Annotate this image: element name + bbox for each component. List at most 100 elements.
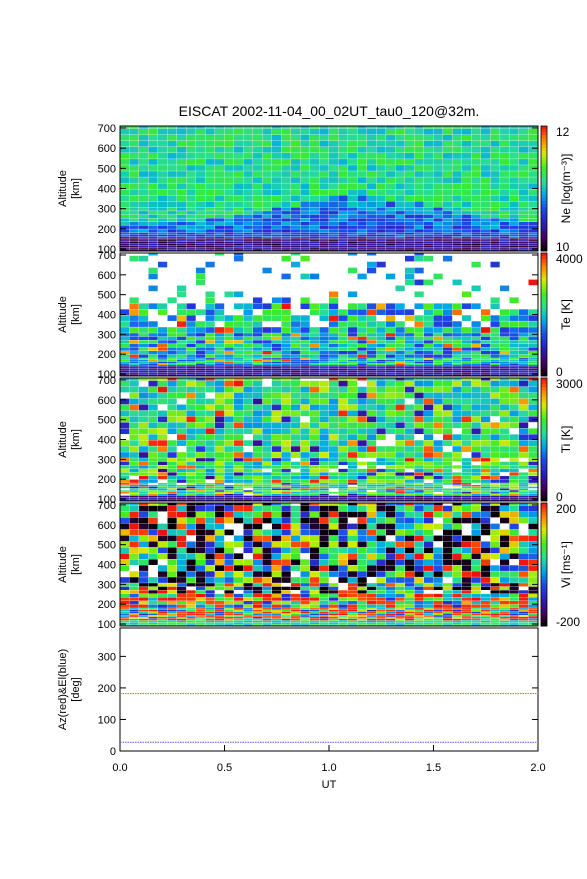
heatmap-cell: [509, 358, 519, 360]
heatmap-cell: [158, 617, 168, 619]
heatmap-cell: [224, 495, 234, 498]
heatmap-cell: [186, 499, 196, 501]
heatmap-cell: [310, 488, 320, 490]
heatmap-cell: [414, 247, 424, 249]
heatmap-cell: [367, 236, 377, 238]
heatmap-cell: [319, 398, 329, 405]
heatmap-cell: [281, 597, 291, 601]
heatmap-cell: [357, 461, 367, 465]
colorbar-swatch: [541, 138, 547, 143]
heatmap-cell: [386, 214, 396, 219]
heatmap-cell: [215, 368, 225, 371]
heatmap-cell: [129, 218, 139, 222]
heatmap-cell: [405, 559, 415, 565]
heatmap-cell: [120, 492, 130, 494]
heatmap-cell: [310, 404, 320, 411]
heatmap-cell: [120, 365, 130, 367]
heatmap-cell: [196, 404, 206, 411]
heatmap-cell: [234, 177, 244, 183]
heatmap-cell: [414, 372, 424, 374]
heatmap-cell: [215, 620, 225, 623]
heatmap-cell: [386, 153, 396, 159]
heatmap-cell: [329, 601, 339, 605]
heatmap-cell: [367, 241, 377, 244]
heatmap-cell: [310, 577, 320, 583]
heatmap-cell: [186, 171, 196, 177]
heatmap-cell: [224, 247, 234, 249]
heatmap-cell: [519, 315, 529, 321]
heatmap-cell: [120, 495, 130, 498]
heatmap-cell: [338, 229, 348, 233]
heatmap-cell: [129, 617, 139, 619]
heatmap-cell: [329, 297, 339, 304]
heatmap-cell: [481, 410, 491, 417]
heatmap-cell: [158, 367, 168, 369]
y-tick-label: 700: [98, 250, 116, 262]
heatmap-cell: [205, 343, 215, 348]
heatmap-cell: [300, 617, 310, 619]
heatmap-cell: [205, 361, 215, 364]
heatmap-cell: [272, 523, 282, 530]
heatmap-cell: [509, 468, 519, 473]
heatmap-cell: [234, 126, 244, 129]
heatmap-cell: [462, 234, 472, 237]
heatmap-cell: [139, 238, 149, 240]
heatmap-cell: [310, 608, 320, 610]
heatmap-cell: [262, 613, 272, 615]
heatmap-cell: [281, 499, 291, 501]
heatmap-cell: [500, 340, 510, 344]
heatmap-cell: [120, 620, 130, 623]
heatmap-cell: [205, 232, 215, 235]
heatmap-cell: [253, 327, 263, 333]
heatmap-cell: [139, 529, 149, 536]
heatmap-cell: [120, 363, 130, 365]
heatmap-cell: [500, 336, 510, 340]
heatmap-cell: [424, 613, 434, 615]
heatmap-cell: [528, 483, 538, 485]
heatmap-cell: [319, 601, 329, 605]
heatmap-cell: [462, 183, 472, 190]
heatmap-cell: [395, 620, 405, 623]
heatmap-cell: [395, 134, 405, 141]
heatmap-cell: [357, 590, 367, 594]
heatmap-cell: [120, 590, 130, 594]
heatmap-cell: [357, 245, 367, 248]
heatmap-cell: [262, 214, 272, 219]
heatmap-cell: [129, 529, 139, 536]
heatmap-cell: [519, 241, 529, 244]
heatmap-cell: [376, 146, 386, 153]
heatmap-cell: [519, 363, 529, 365]
heatmap-cell: [367, 404, 377, 411]
heatmap-cell: [424, 517, 434, 524]
heatmap-cell: [348, 146, 358, 153]
heatmap-cell: [177, 183, 187, 190]
heatmap-cell: [272, 428, 282, 435]
heatmap-cell: [281, 386, 291, 393]
heatmap-cell: [509, 422, 519, 429]
heatmap-cell: [329, 434, 339, 440]
heatmap-cell: [253, 340, 263, 344]
heatmap-cell: [158, 611, 168, 614]
heatmap-cell: [281, 340, 291, 344]
heatmap-cell: [357, 343, 367, 348]
heatmap-cell: [196, 221, 206, 226]
heatmap-cell: [291, 609, 301, 612]
heatmap-cell: [300, 221, 310, 226]
heatmap-cell: [490, 492, 500, 494]
heatmap-cell: [120, 140, 130, 147]
heatmap-cell: [262, 615, 272, 617]
heatmap-cell: [462, 243, 472, 246]
heatmap-cell: [405, 359, 415, 362]
heatmap-cell: [186, 571, 196, 577]
heatmap-cell: [424, 461, 434, 465]
heatmap-cell: [338, 410, 348, 417]
heatmap-cell: [196, 153, 206, 159]
heatmap-cell: [424, 367, 434, 369]
heatmap-cell: [148, 372, 158, 374]
heatmap-cell: [281, 601, 291, 605]
heatmap-cell: [424, 146, 434, 153]
heatmap-cell: [177, 535, 187, 542]
heatmap-cell: [186, 232, 196, 235]
heatmap-cell: [528, 472, 538, 476]
